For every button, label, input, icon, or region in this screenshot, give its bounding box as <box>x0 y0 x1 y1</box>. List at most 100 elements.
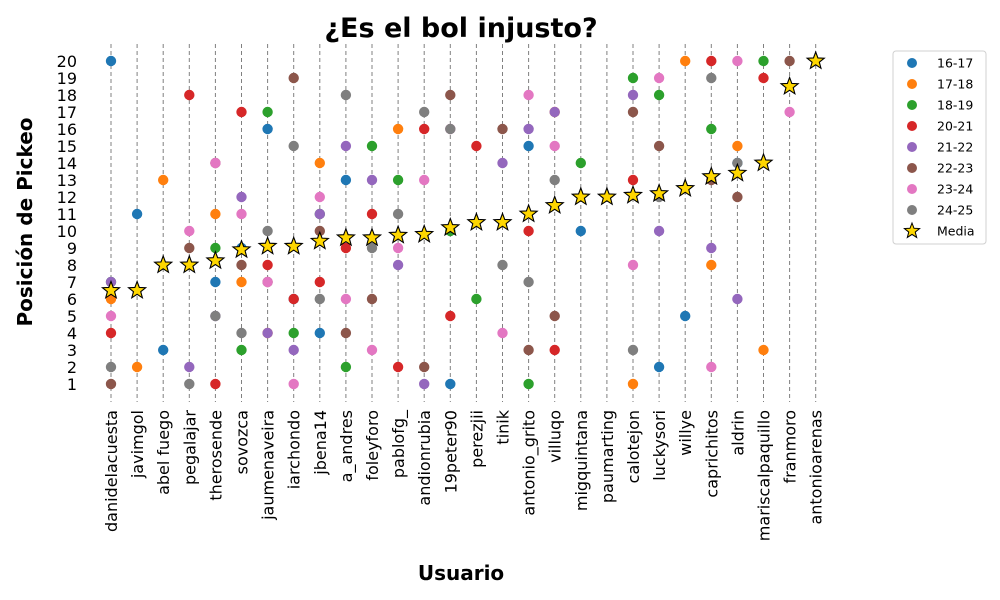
data-point <box>314 191 325 203</box>
data-point <box>366 208 378 220</box>
media-star-marker <box>388 224 409 244</box>
media-star-marker <box>414 223 435 243</box>
gridlines <box>110 44 817 402</box>
data-point <box>392 242 404 254</box>
data-point <box>210 157 221 169</box>
y-tick-label: 1 <box>67 375 77 394</box>
data-point <box>236 344 247 356</box>
data-point <box>236 327 247 339</box>
data-point <box>288 344 299 356</box>
media-star-marker <box>283 235 304 255</box>
media-star-marker <box>361 227 383 247</box>
legend-label: 22-23 <box>937 161 973 176</box>
media-star-marker <box>100 279 122 300</box>
x-tick-label: villuqo <box>546 410 565 463</box>
data-point <box>340 293 352 305</box>
data-point <box>549 174 560 186</box>
data-point <box>758 344 769 356</box>
data-point <box>392 361 404 373</box>
data-point <box>131 361 143 373</box>
y-tick-label: 3 <box>67 341 77 360</box>
y-tick-label: 15 <box>57 137 77 156</box>
data-point <box>340 242 352 254</box>
media-star-marker <box>179 254 200 274</box>
data-point <box>680 55 691 67</box>
x-tick-label: caprichitos <box>702 410 721 498</box>
data-point <box>184 361 195 373</box>
x-axis-label: Usuario <box>418 561 504 585</box>
legend-label: Media <box>937 224 975 239</box>
data-point <box>706 55 717 67</box>
y-tick-label: 16 <box>57 120 77 139</box>
media-star-marker <box>779 75 800 96</box>
data-point <box>131 208 143 220</box>
y-tick-label: 4 <box>67 324 77 343</box>
x-tick-label: antonio_grito <box>520 410 540 516</box>
media-star-marker <box>596 186 617 206</box>
media-star-marker <box>701 166 722 186</box>
data-point <box>653 225 665 237</box>
media-star-marker <box>257 235 278 255</box>
media-star-marker <box>466 211 487 232</box>
data-point <box>419 378 430 390</box>
data-point <box>392 123 404 135</box>
data-point <box>653 72 665 84</box>
data-point <box>497 157 508 169</box>
data-point <box>340 174 352 186</box>
x-tick-label: therosende <box>206 410 225 501</box>
data-point <box>314 157 325 169</box>
x-tick-label: perezjii <box>467 410 486 468</box>
y-tick-label: 11 <box>57 205 77 224</box>
data-point <box>497 259 508 271</box>
y-tick-label: 18 <box>57 86 77 105</box>
media-star-marker <box>440 217 461 237</box>
data-point <box>262 327 273 339</box>
data-point <box>445 378 456 390</box>
legend-label: 23-24 <box>937 182 973 197</box>
data-point <box>445 310 456 322</box>
x-tick-label: mariscalpaquillo <box>755 410 774 541</box>
data-point <box>575 225 586 237</box>
data-point <box>288 327 299 339</box>
data-point <box>340 140 352 152</box>
media-star-marker <box>570 186 591 206</box>
media-star-marker <box>127 279 148 300</box>
data-point <box>262 225 273 237</box>
x-tick-label: pablofg_ <box>389 409 409 478</box>
data-point <box>419 174 430 186</box>
data-points <box>100 50 826 390</box>
data-point <box>262 259 273 271</box>
x-tick-label: aldrin <box>728 410 747 456</box>
x-tick-label: foleyforo <box>363 410 382 481</box>
y-axis-label: Posición de Pickeo <box>13 117 37 326</box>
x-tick-label: iarchondo <box>285 410 304 489</box>
data-point <box>523 378 534 390</box>
data-point <box>706 123 717 135</box>
data-point <box>575 157 586 169</box>
data-point <box>366 344 378 356</box>
data-point <box>784 55 795 67</box>
data-point <box>549 106 560 118</box>
data-point <box>288 72 299 84</box>
data-point <box>419 123 430 135</box>
legend-marker <box>907 184 917 194</box>
x-tick-label: luckysori <box>650 410 669 481</box>
x-tick-label: franmoro <box>781 410 800 484</box>
data-point <box>184 89 195 101</box>
data-point <box>236 191 247 203</box>
data-point <box>627 344 639 356</box>
data-point <box>184 378 195 390</box>
data-point <box>706 361 717 373</box>
data-point <box>732 191 743 203</box>
data-point <box>236 208 247 220</box>
data-point <box>497 327 508 339</box>
data-point <box>680 310 691 322</box>
legend-label: 21-22 <box>937 140 973 155</box>
legend-marker <box>907 58 917 68</box>
data-point <box>340 327 352 339</box>
legend-marker-star <box>903 221 921 239</box>
data-point <box>314 293 325 305</box>
data-point <box>549 344 560 356</box>
